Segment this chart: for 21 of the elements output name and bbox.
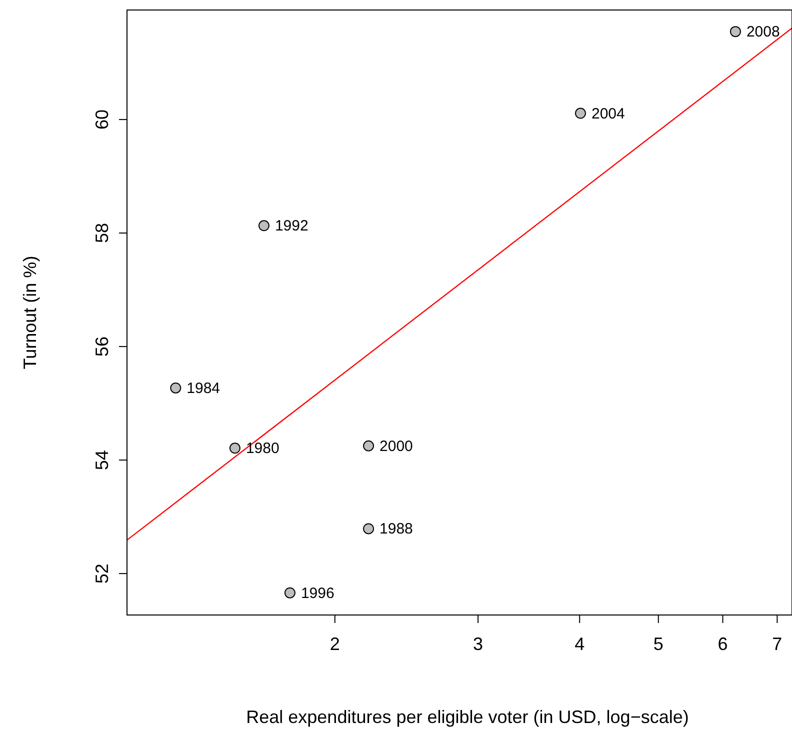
y-axis-title: Turnout (in %)	[20, 256, 40, 370]
y-tick-label: 60	[92, 110, 112, 130]
y-tick-label: 54	[92, 450, 112, 470]
x-tick-label: 7	[772, 634, 782, 654]
x-tick-label: 3	[473, 634, 484, 654]
x-tick-label: 6	[718, 634, 728, 654]
annotation: 2008	[746, 24, 780, 41]
y-tick-label: 58	[92, 223, 112, 244]
annotation: 1988	[380, 520, 413, 538]
x-tick-label: 4	[574, 634, 585, 654]
annotation: 1996	[300, 584, 334, 602]
annotation: 2000	[380, 438, 413, 455]
x-tick-label: 5	[653, 634, 664, 654]
annotation: 2004	[591, 105, 625, 122]
y-tick-label: 56	[92, 336, 112, 357]
annotation: 1984	[186, 380, 220, 397]
x-axis-title: Real expenditures per eligible voter (in USD, log−scale)	[246, 707, 689, 727]
y-tick-label: 52	[92, 564, 112, 584]
annotation: 1980	[246, 440, 280, 458]
annotation: 1992	[274, 218, 308, 235]
x-tick-label: 2	[330, 634, 340, 654]
